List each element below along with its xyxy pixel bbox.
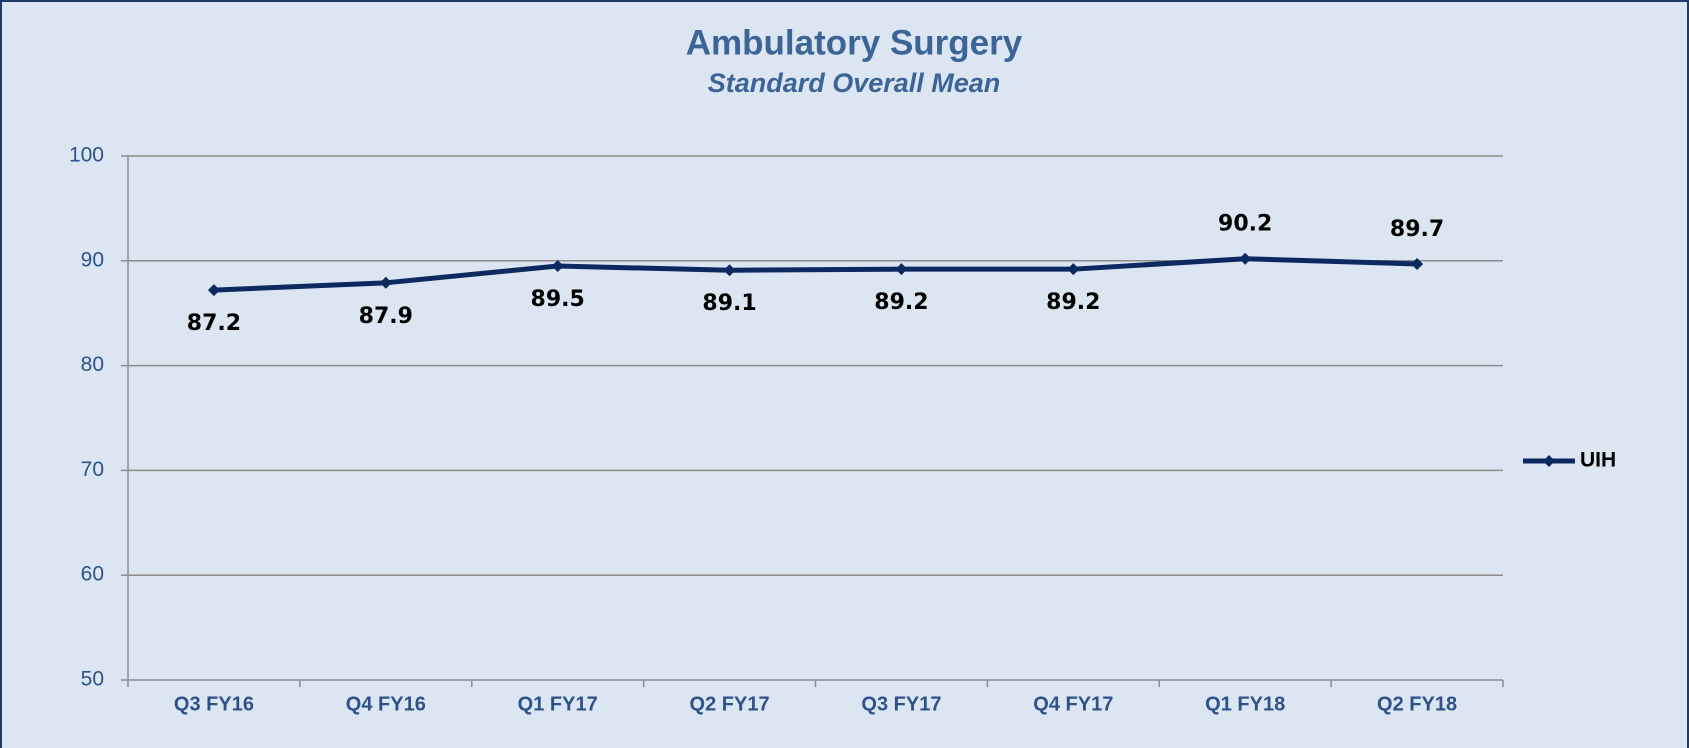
y-tick-label: 80 (81, 353, 104, 376)
line-marker (1067, 263, 1080, 276)
line-marker (379, 276, 392, 289)
line (213, 256, 1418, 293)
line-marker (1239, 252, 1252, 265)
data-label: 87.9 (359, 304, 413, 329)
legend-label: UIH (1580, 449, 1616, 472)
data-label: 89.5 (531, 287, 585, 312)
x-tick-label: Q2 FY18 (1377, 693, 1457, 715)
data-label: 89.7 (1390, 217, 1444, 242)
data-label: 89.2 (1046, 290, 1100, 315)
x-tick-label: Q2 FY17 (690, 693, 770, 715)
chart-title: Ambulatory Surgery (686, 23, 1023, 62)
data-label: 87.2 (187, 311, 241, 336)
y-tick-label: 70 (81, 458, 104, 481)
x-tick-label: Q1 FY18 (1205, 693, 1285, 715)
x-tick-label: Q4 FY16 (346, 693, 426, 715)
y-tick-label: 60 (81, 563, 104, 586)
x-tick-label: Q3 FY16 (174, 693, 254, 715)
line-marker (551, 260, 564, 273)
y-tick-label: 50 (81, 668, 104, 691)
line-marker (895, 263, 908, 276)
y-tick-label: 90 (81, 248, 104, 271)
line-marker (723, 264, 736, 277)
legend-marker (1543, 455, 1555, 467)
x-tick-label: Q3 FY17 (861, 693, 941, 715)
data-label: 89.1 (702, 291, 756, 316)
x-tick-label: Q1 FY17 (518, 693, 598, 715)
y-tick-label: 100 (69, 144, 104, 167)
line-marker (207, 284, 220, 297)
chart-subtitle: Standard Overall Mean (708, 68, 1001, 98)
x-tick-label: Q4 FY17 (1033, 693, 1113, 715)
line-marker (1411, 257, 1424, 270)
data-label: 90.2 (1218, 212, 1272, 237)
data-label: 89.2 (874, 290, 928, 315)
